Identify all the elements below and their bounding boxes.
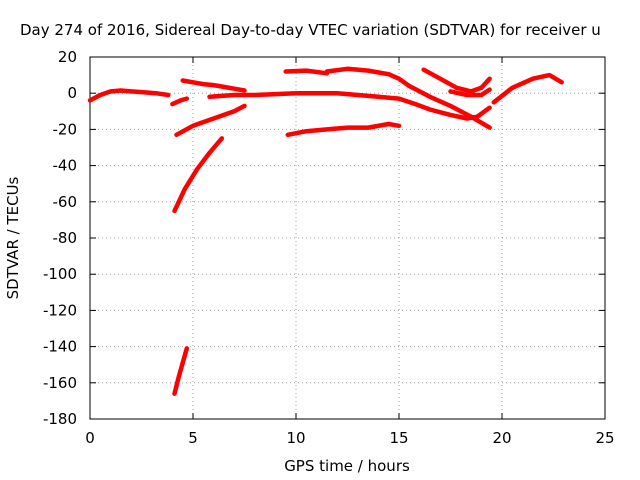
series-trace-10 — [421, 67, 492, 94]
series-trace-2 — [170, 96, 190, 107]
series-trace-5 — [172, 136, 225, 214]
series-trace-1 — [87, 88, 171, 103]
series-trace-12 — [285, 121, 402, 138]
y-tick-label: -120 — [43, 301, 77, 319]
y-tick-label: 0 — [67, 84, 77, 102]
y-tick-label: -100 — [43, 265, 77, 283]
x-tick-label: 25 — [595, 429, 614, 447]
y-tick-label: -160 — [43, 374, 77, 392]
x-tick-label: 10 — [286, 429, 305, 447]
series-trace-11 — [448, 87, 492, 98]
grid-lines — [90, 57, 605, 419]
y-tick-label: -140 — [43, 338, 77, 356]
x-tick-label: 15 — [389, 429, 408, 447]
axis-ticks: 0 5 10 15 20 25 20 0 -20 -40 -60 -80 -100 -120 -140 -16… — [43, 48, 615, 447]
x-tick-label: 0 — [85, 429, 95, 447]
y-tick-label: -20 — [53, 120, 78, 138]
series-trace-3 — [180, 78, 247, 93]
y-tick-label: -40 — [53, 157, 78, 175]
series-trace-9 — [324, 66, 492, 130]
data-series — [87, 66, 564, 396]
y-tick-label: -80 — [53, 229, 78, 247]
x-tick-label: 5 — [188, 429, 198, 447]
x-axis-label: GPS time / hours — [284, 457, 410, 475]
series-trace-8 — [283, 68, 330, 76]
y-tick-label: -60 — [53, 193, 78, 211]
series-trace-7 — [207, 90, 492, 121]
y-axis-label: SDTVAR / TECUs — [4, 176, 22, 299]
series-trace-13 — [491, 72, 564, 105]
plot-frame — [89, 56, 606, 420]
y-tick-label: -180 — [43, 410, 77, 428]
chart-title: Day 274 of 2016, Sidereal Day-to-day VTE… — [20, 21, 601, 39]
x-tick-label: 20 — [492, 429, 511, 447]
series-trace-4 — [174, 103, 247, 138]
series-trace-6 — [172, 346, 190, 396]
y-tick-label: 20 — [58, 48, 77, 66]
